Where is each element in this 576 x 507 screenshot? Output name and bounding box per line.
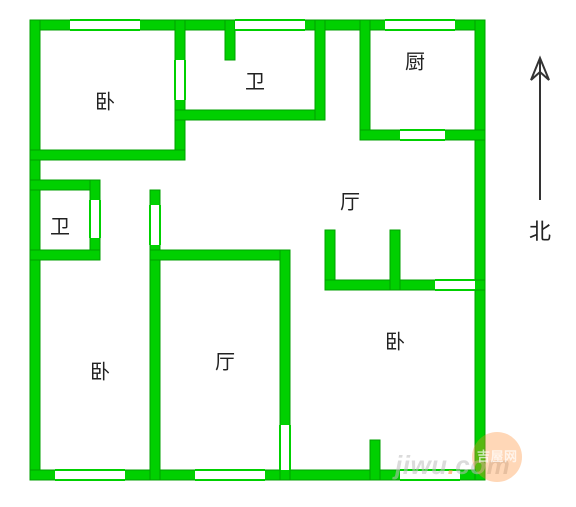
floor-plan — [0, 0, 576, 507]
